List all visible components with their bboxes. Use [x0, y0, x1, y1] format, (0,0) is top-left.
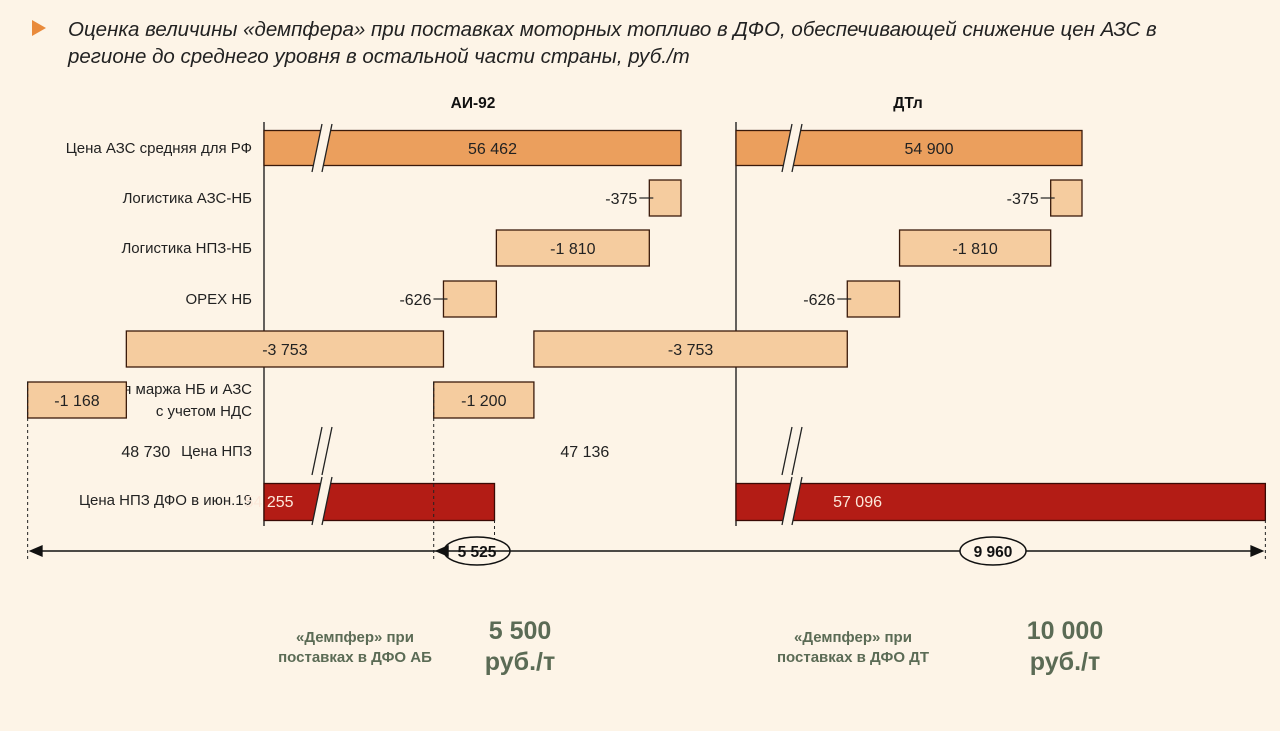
panel0-axis-break-line-b-6 [321, 426, 333, 476]
panel0-label-dfo-price: 54 255 [245, 494, 294, 511]
panel1-label-dfo-price: 57 096 [833, 494, 882, 511]
panel0-step-bar-5 [26, 381, 127, 419]
panel0-bar-dfo-price [263, 482, 496, 522]
category-label-0: Цена АЗС средняя для РФ [66, 140, 252, 157]
panel1-axis-break-line-b-6 [791, 426, 803, 476]
panel0-axis-break-gap-7 [312, 477, 332, 525]
panel1-axis-break-line-a-6 [781, 426, 793, 476]
panel0-step-bar-2 [495, 229, 650, 267]
panel0-axis-break-gap-6 [312, 427, 332, 475]
category-label-3: OPEX НБ [185, 291, 252, 308]
summary-ab-number: 5 500 [488, 617, 552, 645]
panel1-axis-break-line-b-7 [791, 476, 803, 526]
panel0-step-label-5: -1 168 [54, 393, 99, 410]
panel1-axis-break-gap-6 [782, 427, 802, 475]
summary-dt-unit: руб./т [1029, 648, 1101, 676]
panel0-bar-average-price [263, 129, 682, 167]
panel1-diff-arrowhead-left [434, 545, 449, 557]
panel0-axis-break-line-a-7 [311, 476, 323, 526]
summary-dt-text: «Демпфер» при поставках в ДФО ДТ [760, 628, 946, 668]
panel1-diff-arrowhead-right [1250, 545, 1265, 557]
panel1-step-label-5: -1 200 [461, 393, 506, 410]
category-label-1: Логистика АЗС-НБ [123, 190, 253, 207]
category-label-5-line-1: с учетом НДС [156, 403, 252, 420]
category-label-2: Логистика НПЗ-НБ [121, 240, 252, 257]
panel0-chart-title: АИ-92 [451, 95, 496, 112]
summary-dt-value: 10 000 руб./т [990, 616, 1140, 678]
panel0-label-average-price: 56 462 [468, 141, 517, 158]
summary-ab-value: 5 500 руб./т [450, 616, 590, 678]
panel0-axis-break-line-a-6 [311, 426, 323, 476]
panel1-axis-break-gap-0 [782, 124, 802, 172]
panel1-axis-break-line-a-0 [781, 123, 793, 173]
panel1-chart-title: ДТл [893, 95, 922, 112]
panel0-diff-arrowhead-left [28, 545, 43, 557]
panel1-label-average-price: 54 900 [905, 141, 954, 158]
panel0-step-bar-1 [648, 179, 682, 217]
panel0-step-bar-3 [442, 280, 498, 318]
panel1-step-label-2: -1 810 [952, 241, 997, 258]
category-label-6: Цена НПЗ [181, 443, 252, 460]
panel1-step-bar-2 [898, 229, 1052, 267]
panel0-axis-break-line-a-0 [311, 123, 323, 173]
panel1-diff-label: 9 960 [974, 544, 1013, 561]
panel0-step-label-4: -3 753 [262, 342, 307, 359]
summary-dt-line-1: «Демпфер» при [794, 629, 912, 646]
panel1-bar-dfo-price [735, 482, 1267, 522]
panel1-step-label-3: -626 [803, 292, 835, 309]
panel1-step-bar-3 [846, 280, 901, 318]
panel1-step-label-4: -3 753 [668, 342, 713, 359]
panel1-axis-break-line-a-7 [781, 476, 793, 526]
summary-ab-line-2: поставках в ДФО АБ [278, 649, 432, 666]
panel1-diff-ellipse [959, 536, 1027, 566]
summary-dt-line-2: поставках в ДФО ДТ [777, 649, 929, 666]
title-arrow-icon [32, 20, 46, 36]
panel0-step-label-1: -375 [605, 191, 637, 208]
panel0-diff-label: 5 525 [458, 544, 497, 561]
panel1-axis-break-line-b-0 [791, 123, 803, 173]
panel0-axis-break-line-b-0 [321, 123, 333, 173]
category-label-7: Цена НПЗ ДФО в июн.19 [79, 492, 252, 509]
panel1-label-refinery-price: 47 136 [560, 444, 609, 461]
panel1-step-bar-1 [1050, 179, 1083, 217]
panel1-axis-break-gap-7 [782, 477, 802, 525]
summary-ab-unit: руб./т [484, 648, 556, 676]
summary-dt-number: 10 000 [1026, 617, 1104, 645]
panel1-step-bar-4 [533, 330, 848, 368]
panel0-step-label-3: -626 [399, 292, 431, 309]
panel1-step-label-1: -375 [1007, 191, 1039, 208]
panel0-axis-break-gap-0 [312, 124, 332, 172]
summary-ab-text: «Демпфер» при поставках в ДФО АБ [262, 628, 448, 668]
slide-title: Оценка величины «демпфера» при поставках… [68, 18, 1157, 68]
panel0-step-bar-4 [125, 330, 445, 368]
panel0-step-label-2: -1 810 [550, 241, 595, 258]
summary-ab-line-1: «Демпфер» при [296, 629, 414, 646]
panel0-label-refinery-price: 48 730 [121, 444, 170, 461]
panel0-axis-break-line-b-7 [321, 476, 333, 526]
